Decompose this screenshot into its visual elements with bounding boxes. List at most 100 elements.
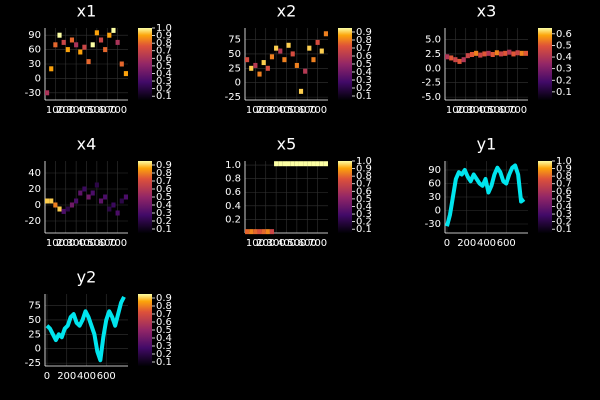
colorbar-tick-label: 0.1 (356, 91, 372, 102)
colorbar-tick-label: 0.3 (156, 208, 172, 219)
heatmap-cell (503, 50, 508, 56)
heatmap-cell (245, 57, 250, 63)
chart-title: y2 (77, 268, 97, 287)
y-tick-label: 75 (228, 35, 241, 46)
colorbar-tick-label: 0.9 (356, 27, 372, 38)
y-tick-label: 0.8 (225, 174, 241, 185)
heatmap-cell (465, 53, 470, 59)
colorbar-tick-label: 0.7 (356, 43, 372, 54)
x-tick-label: 100 (446, 105, 465, 116)
heatmap-cell (303, 68, 308, 74)
colorbar-tick-label: 0.8 (556, 171, 572, 182)
heatmap-cell (94, 30, 99, 36)
x-tick-label: 500 (287, 105, 306, 116)
colorbar-tick-label: 0.7 (556, 179, 572, 190)
heatmap-cell (111, 202, 116, 208)
y-tick-label: 0 (35, 73, 41, 84)
heatmap-cell (269, 229, 275, 235)
colorbar-tick-label: 0.3 (356, 209, 372, 220)
heatmap-cell (253, 229, 258, 235)
heatmap-cell (278, 48, 283, 54)
colorbar-tick-label: 1.0 (356, 156, 372, 167)
heatmap-cell (249, 229, 254, 235)
x-tick-label: 400 (277, 238, 296, 249)
heatmap-cell (69, 202, 75, 208)
colorbar-tick-label: 0.2 (156, 349, 172, 360)
chart-title: x2 (277, 2, 297, 21)
heatmap-cell (274, 45, 279, 51)
y-tick-label: -20 (25, 216, 41, 227)
heatmap-cell (115, 39, 120, 45)
colorbar-tick-label: 0.5 (556, 194, 572, 205)
heatmap-cell (261, 60, 266, 66)
x-tick-label: 200 (256, 238, 275, 249)
heatmap-cell (453, 57, 458, 63)
heatmap-cell (49, 198, 54, 204)
y-tick-label: -25 (225, 92, 241, 103)
heatmap-cell (511, 51, 516, 57)
colorbar-tick-label: 0.7 (156, 309, 172, 320)
colorbar (538, 28, 552, 100)
colorbar-tick-label: 0.3 (556, 209, 572, 220)
heatmap-cell (449, 55, 454, 61)
y-tick-label: 0.6 (225, 187, 241, 198)
heatmap-cell (282, 57, 287, 63)
heatmap-cell (303, 161, 308, 167)
chart-title: x4 (77, 135, 97, 154)
heatmap-cell (469, 51, 475, 57)
x-tick-label: 400 (77, 105, 96, 116)
colorbar-tick-label: 0.2 (356, 83, 372, 94)
heatmap-cell (103, 194, 108, 200)
heatmap-cell (257, 71, 262, 77)
colorbar (338, 161, 352, 233)
y-tick-label: 0.4 (225, 201, 241, 212)
y-tick-label: 30 (28, 59, 41, 70)
heatmap-cell (498, 51, 504, 57)
colorbar-tick-label: 0.1 (356, 224, 372, 235)
y-tick-label: 20 (28, 184, 41, 195)
colorbar-tick-label: 0.5 (356, 194, 372, 205)
colorbar (338, 28, 352, 100)
colorbar-tick-label: 0.2 (156, 84, 172, 95)
colorbar-tick-label: 0.8 (356, 35, 372, 46)
colorbar-tick-label: 0.5 (356, 59, 372, 70)
heatmap-cell (278, 161, 283, 167)
colorbar-tick-label: 0.1 (556, 224, 572, 235)
heatmap-cell (78, 190, 83, 196)
heatmap-cell (319, 161, 324, 167)
line (45, 295, 126, 363)
heatmap-cell (53, 42, 58, 48)
x-tick-label: 600 (98, 238, 117, 249)
chart-title: x1 (77, 2, 97, 21)
heatmap-cell (461, 57, 466, 63)
x-tick-label: 600 (298, 105, 317, 116)
x-tick-label: 200 (57, 371, 76, 382)
x-tick-label: 200 (456, 105, 475, 116)
colorbar-tick-label: 0.4 (356, 67, 372, 78)
heatmap-cell (282, 161, 287, 167)
colorbar-tick-label: 0.8 (156, 38, 172, 49)
heatmap-cell (445, 54, 450, 60)
x-tick-label: 700 (508, 105, 527, 116)
x-tick-label: 200 (56, 238, 75, 249)
x-tick-label: 300 (67, 105, 86, 116)
colorbar-tick-label: 0.7 (356, 179, 372, 190)
heatmap-cell (482, 51, 487, 57)
colorbar-tick-label: 0.3 (156, 76, 172, 87)
colorbar-tick-label: 0.4 (156, 200, 172, 211)
colorbar-tick-label: 0.5 (156, 192, 172, 203)
heatmap-cell (245, 229, 250, 235)
heatmap-cell (53, 202, 58, 208)
heatmap-cell (311, 57, 316, 63)
line (445, 163, 526, 227)
colorbar (538, 161, 552, 233)
colorbar-tick-label: 0.9 (156, 31, 172, 42)
x-tick-label: 500 (287, 238, 306, 249)
heatmap-cell (519, 50, 524, 56)
heatmap-cell (323, 31, 328, 37)
y-tick-label: 40 (28, 168, 41, 179)
colorbar-tick-label: 0.6 (356, 51, 372, 62)
heatmap-cell (123, 194, 128, 200)
colorbar-tick-label: 0.2 (556, 75, 572, 86)
heatmap-cell (98, 37, 104, 43)
